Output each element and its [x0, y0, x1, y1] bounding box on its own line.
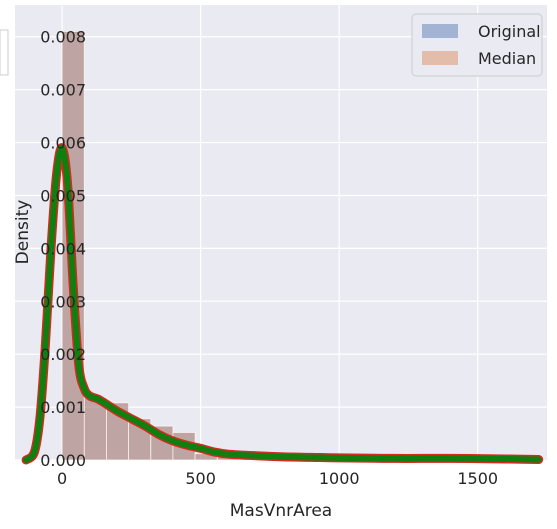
- legend-swatch-original: [422, 24, 458, 38]
- y-tick-label-0: 0.000: [40, 451, 86, 470]
- x-tick-label-2: 1000: [319, 469, 360, 488]
- y-tick-label-1: 0.001: [40, 398, 86, 417]
- y-tick-label-4: 0.004: [40, 239, 86, 258]
- y-tick-label-3: 0.003: [40, 292, 86, 311]
- kde-line: [23, 144, 542, 463]
- legend-label-original: Original: [478, 22, 541, 41]
- kde-curve: [21, 143, 544, 465]
- x-tick-label-3: 1500: [457, 469, 498, 488]
- y-axis-label: Density: [13, 200, 33, 265]
- y-tick-label-6: 0.006: [40, 134, 86, 153]
- x-tick-label-0: 0: [57, 469, 67, 488]
- legend-swatch-median: [422, 51, 458, 65]
- left-panel-remnant: [0, 29, 9, 76]
- y-tick-label-2: 0.002: [40, 345, 86, 364]
- y-axis-ticks: 0.000 0.001 0.002 0.003 0.004 0.005 0.006 0.007…: [40, 28, 86, 470]
- legend-label-median: Median: [478, 49, 536, 68]
- x-axis-ticks: 0 500 1000 1500: [57, 469, 498, 488]
- grid: [15, 5, 547, 461]
- plot-background: [15, 5, 547, 460]
- y-tick-label-5: 0.005: [40, 186, 86, 205]
- legend: Original Median: [411, 13, 543, 77]
- legend-frame: [411, 13, 543, 77]
- x-tick-label-1: 500: [185, 469, 216, 488]
- y-tick-label-7: 0.007: [40, 81, 86, 100]
- y-tick-label-8: 0.008: [40, 28, 86, 47]
- x-axis-label: MasVnrArea: [230, 501, 332, 521]
